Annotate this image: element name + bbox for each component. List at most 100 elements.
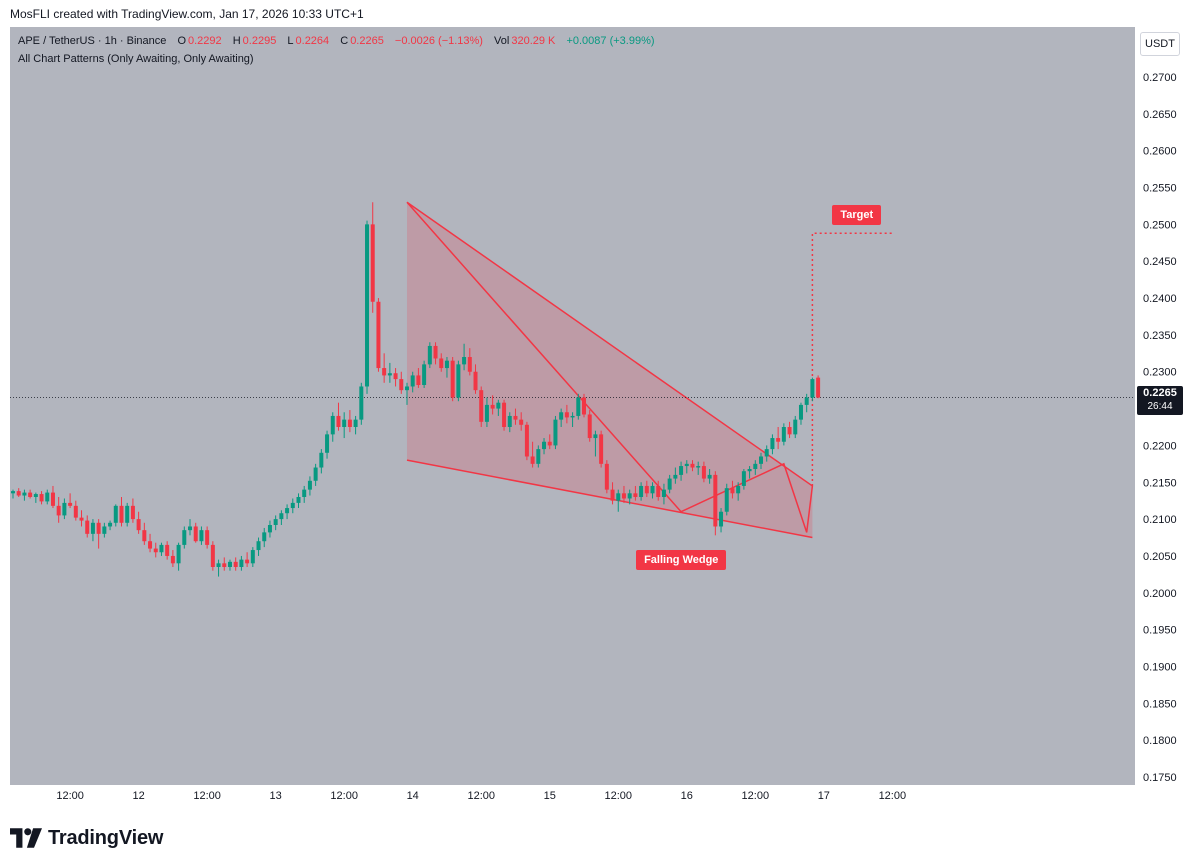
candle-body[interactable] — [587, 414, 592, 439]
candle-body[interactable] — [684, 463, 689, 467]
candle-body[interactable] — [810, 379, 815, 398]
candle-body[interactable] — [313, 467, 318, 481]
candle-body[interactable] — [39, 494, 44, 502]
candle-body[interactable] — [96, 522, 101, 534]
candle-body[interactable] — [513, 415, 518, 420]
candle-body[interactable] — [621, 493, 626, 499]
candle-body[interactable] — [798, 404, 803, 420]
wedge-upper-line[interactable] — [406, 201, 813, 487]
candle-body[interactable] — [382, 368, 387, 376]
candle-body[interactable] — [770, 438, 775, 450]
candle-body[interactable] — [68, 502, 73, 506]
candle-body[interactable] — [336, 415, 341, 427]
candle-body[interactable] — [307, 480, 312, 490]
candle-body[interactable] — [679, 466, 684, 475]
candle-body[interactable] — [73, 505, 78, 518]
target-projection-line[interactable] — [811, 232, 893, 486]
candle-body[interactable] — [279, 513, 284, 520]
candle-body[interactable] — [245, 559, 250, 564]
symbol-title[interactable]: APE / TetherUS · 1h · Binance — [18, 35, 167, 47]
candle-body[interactable] — [153, 548, 158, 553]
candle-body[interactable] — [182, 530, 187, 545]
candle-body[interactable] — [776, 438, 781, 442]
candle-body[interactable] — [11, 491, 15, 494]
currency-button[interactable]: USDT — [1140, 32, 1180, 56]
candle-body[interactable] — [427, 345, 432, 365]
candle-body[interactable] — [787, 427, 792, 435]
candle-body[interactable] — [387, 373, 392, 376]
candle-body[interactable] — [644, 485, 649, 494]
candle-body[interactable] — [593, 434, 598, 439]
candle-body[interactable] — [462, 357, 467, 365]
candle-body[interactable] — [627, 493, 632, 499]
candle-body[interactable] — [170, 555, 175, 564]
candle-body[interactable] — [747, 469, 752, 472]
candle-body[interactable] — [359, 386, 364, 420]
candle-body[interactable] — [736, 485, 741, 494]
candle-body[interactable] — [165, 544, 170, 556]
candle-body[interactable] — [559, 412, 564, 420]
candle-body[interactable] — [467, 357, 472, 372]
candle-body[interactable] — [205, 530, 210, 545]
candle-body[interactable] — [673, 474, 678, 479]
candle-body[interactable] — [28, 492, 33, 497]
candle-body[interactable] — [759, 456, 764, 464]
candle-body[interactable] — [804, 397, 809, 405]
candle-body[interactable] — [325, 434, 330, 453]
candle-body[interactable] — [262, 532, 267, 542]
candle-body[interactable] — [85, 520, 90, 534]
candle-body[interactable] — [16, 491, 21, 496]
candle-body[interactable] — [370, 224, 375, 302]
candle-body[interactable] — [410, 375, 415, 387]
candle-body[interactable] — [33, 494, 38, 497]
candle-body[interactable] — [816, 377, 821, 398]
wedge-zigzag[interactable] — [406, 201, 814, 533]
price-axis[interactable] — [1135, 27, 1189, 809]
candle-body[interactable] — [656, 485, 661, 497]
candle-body[interactable] — [216, 563, 221, 567]
candle-body[interactable] — [102, 526, 107, 534]
candle-body[interactable] — [690, 463, 695, 468]
candle-body[interactable] — [404, 386, 409, 391]
candle-body[interactable] — [524, 424, 529, 457]
price-chart[interactable]: 0.2700 0.2650 0.2600 0.2550 0.2500 0.2450 0.24… — [10, 27, 1189, 809]
candle-body[interactable] — [416, 375, 421, 385]
candle-body[interactable] — [210, 544, 215, 567]
candle-body[interactable] — [79, 517, 84, 521]
candle-body[interactable] — [113, 505, 118, 523]
target-label[interactable]: Target — [832, 205, 882, 226]
candle-body[interactable] — [496, 402, 501, 409]
candle-body[interactable] — [296, 497, 301, 503]
candle-body[interactable] — [125, 505, 130, 523]
candle-body[interactable] — [50, 492, 55, 506]
candle-body[interactable] — [650, 485, 655, 494]
candle-body[interactable] — [267, 525, 272, 533]
candle-body[interactable] — [639, 485, 644, 497]
indicator-legend[interactable]: All Chart Patterns (Only Awaiting, Only … — [18, 53, 254, 65]
candle-body[interactable] — [502, 402, 507, 427]
candle-body[interactable] — [507, 415, 512, 427]
candle-body[interactable] — [330, 415, 335, 435]
candle-body[interactable] — [90, 522, 95, 534]
candle-body[interactable] — [730, 488, 735, 494]
candle-body[interactable] — [188, 526, 193, 531]
candle-body[interactable] — [610, 489, 615, 501]
candle-body[interactable] — [633, 493, 638, 497]
candle-body[interactable] — [793, 419, 798, 435]
candle-body[interactable] — [376, 301, 381, 369]
candle-body[interactable] — [176, 544, 181, 564]
candle-body[interactable] — [422, 364, 427, 385]
candle-body[interactable] — [707, 474, 712, 479]
candle-body[interactable] — [56, 505, 61, 516]
chart-area[interactable]: 0.2700 0.2650 0.2600 0.2550 0.2500 0.2450 0.24… — [10, 27, 1189, 809]
candle-body[interactable] — [713, 474, 718, 527]
candle-body[interactable] — [393, 373, 398, 380]
candle-body[interactable] — [450, 360, 455, 398]
candle-body[interactable] — [753, 463, 758, 469]
candle-body[interactable] — [444, 360, 449, 369]
candle-body[interactable] — [667, 478, 672, 490]
candle-body[interactable] — [239, 559, 244, 567]
candle-body[interactable] — [119, 505, 124, 523]
candle-body[interactable] — [130, 505, 135, 520]
candle-body[interactable] — [719, 511, 724, 527]
